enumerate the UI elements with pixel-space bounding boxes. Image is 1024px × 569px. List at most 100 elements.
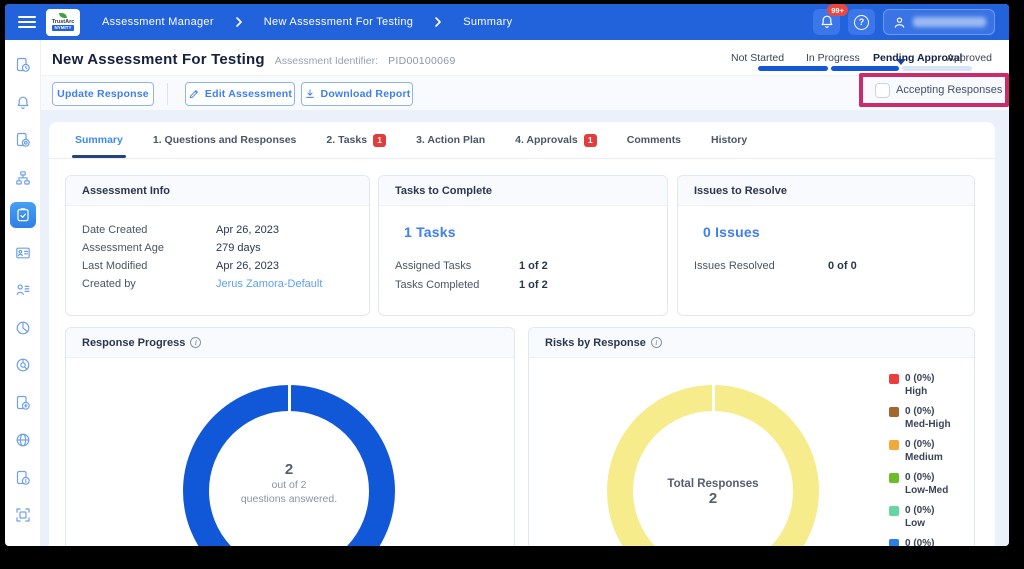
risks-by-response-card: Risks by Response i Total Responses 2 0 …: [528, 327, 975, 546]
donut-gap: [711, 384, 715, 412]
update-response-button[interactable]: Update Response: [52, 82, 154, 106]
tab-summary[interactable]: Summary: [72, 122, 126, 158]
user-account-button[interactable]: [883, 9, 995, 35]
breadcrumb-summary[interactable]: Summary: [463, 16, 513, 28]
crop-frame-icon[interactable]: [10, 502, 36, 528]
stage-pending-approval: Pending Approval: [873, 52, 963, 64]
sitemap-icon[interactable]: [10, 165, 36, 191]
tab-tasks[interactable]: 2. Tasks 1: [326, 122, 387, 158]
info-icon[interactable]: i: [650, 337, 662, 348]
file-info-icon[interactable]: [10, 465, 36, 491]
assessment-identifier-value: PID00100069: [388, 55, 456, 67]
download-report-label: Download Report: [320, 88, 411, 100]
download-icon: [304, 88, 316, 100]
content-background: Summary 1. Questions and Responses 2. Ta…: [41, 110, 1009, 546]
tab-history[interactable]: History: [711, 134, 748, 146]
legend-swatch: [889, 373, 899, 384]
issues-to-resolve-card: Issues to Resolve 0 Issues Issues Resolv…: [677, 175, 975, 316]
bell-icon[interactable]: [10, 90, 36, 116]
risks-by-response-title: Risks by Response: [545, 336, 646, 349]
id-card-icon[interactable]: [10, 240, 36, 266]
file-clock-icon[interactable]: [10, 52, 36, 78]
legend-item-medium: 0 (0%) Medium: [889, 438, 951, 464]
edit-assessment-label: Edit Assessment: [204, 88, 293, 100]
user-list-icon[interactable]: [10, 277, 36, 303]
created-by-link[interactable]: Jerus Zamora-Default: [216, 278, 323, 290]
row-label: Issues Resolved: [694, 260, 775, 272]
row-label: Assessment Age: [82, 242, 164, 254]
info-icon[interactable]: i: [190, 337, 202, 348]
annotation-highlight-box: Accepting Responses: [859, 73, 1009, 107]
stage-in-progress: In Progress: [806, 52, 860, 64]
logo-text-nymity: NYMITY: [52, 25, 74, 31]
chevron-right-icon: [234, 16, 244, 28]
file-gear-icon[interactable]: [10, 127, 36, 153]
trustarc-nymity-logo: TrustArc NYMITY: [46, 8, 80, 36]
user-name-redacted: [913, 17, 986, 27]
tab-approvals[interactable]: 4. Approvals 1: [515, 122, 597, 158]
row-value: 1 of 2: [519, 260, 548, 272]
globe-icon[interactable]: [10, 427, 36, 453]
row-label: Date Created: [82, 224, 148, 236]
row-value: 1 of 2: [519, 279, 548, 291]
legend-swatch: [889, 538, 899, 546]
donut-center-text: Total Responses 2: [667, 478, 759, 507]
legend-item-low-med: 0 (0%) Low-Med: [889, 471, 951, 497]
leaf-icon: [59, 13, 67, 18]
settings-gear-icon[interactable]: [10, 540, 36, 546]
tasks-to-complete-card: Tasks to Complete 1 Tasks Assigned Tasks…: [378, 175, 668, 316]
risk-legend: 0 (0%) High 0 (0%) Med-High 0 (0%) Mediu…: [889, 372, 951, 546]
donut-gap: [287, 384, 291, 412]
legend-swatch: [889, 505, 899, 516]
legend-item-no-risk: 0 (0%) No Risk: [889, 537, 951, 546]
breadcrumb-assessment-manager[interactable]: Assessment Manager: [102, 16, 214, 28]
breadcrumb-assessment-name[interactable]: New Assessment For Testing: [263, 16, 414, 28]
row-label: Tasks Completed: [395, 279, 480, 291]
progress-segment-2: [831, 66, 899, 71]
left-icon-sidebar: [5, 40, 41, 546]
legend-swatch: [889, 406, 899, 417]
tab-action-plan[interactable]: 3. Action Plan: [416, 134, 486, 146]
tab-comments[interactable]: Comments: [626, 134, 682, 146]
accepting-responses-label[interactable]: Accepting Responses: [896, 84, 1003, 96]
row-value: 279 days: [216, 242, 261, 254]
legend-item-high: 0 (0%) High: [889, 372, 951, 398]
row-label: Created by: [82, 278, 136, 290]
chart-donut-icon[interactable]: [10, 352, 36, 378]
donut-center-text: 2 out of 2 questions answered.: [240, 461, 338, 505]
edit-assessment-button[interactable]: Edit Assessment: [185, 82, 295, 106]
notification-count-badge: 99+: [827, 4, 848, 16]
stage-not-started: Not Started: [731, 52, 785, 64]
download-report-button[interactable]: Download Report: [301, 82, 413, 106]
chevron-right-icon: [433, 16, 443, 28]
assessment-info-title: Assessment Info: [82, 184, 171, 197]
bell-icon: [819, 14, 835, 30]
stage-approved: Approved: [947, 52, 992, 64]
issues-headline: 0 Issues: [703, 224, 760, 240]
hamburger-menu-icon[interactable]: [18, 16, 36, 28]
approvals-count-badge: 1: [583, 133, 597, 147]
legend-item-med-high: 0 (0%) Med-High: [889, 405, 951, 431]
progress-segment-1: [758, 66, 828, 71]
row-label: Assigned Tasks: [395, 260, 472, 272]
tasks-count-badge: 1: [373, 133, 387, 147]
row-label: Last Modified: [82, 260, 148, 272]
clipboard-check-icon-active[interactable]: [9, 202, 36, 228]
tab-questions-and-responses[interactable]: 1. Questions and Responses: [152, 134, 297, 146]
legend-swatch: [889, 472, 899, 483]
progress-segment-3: [902, 66, 972, 71]
help-button[interactable]: ?: [848, 9, 875, 35]
file-settings-icon[interactable]: [10, 390, 36, 416]
issues-card-title: Issues to Resolve: [694, 184, 787, 197]
chart-pie-icon[interactable]: [10, 315, 36, 341]
question-mark-icon: ?: [854, 14, 869, 30]
row-value: Apr 26, 2023: [216, 224, 279, 236]
assessment-identifier-label: Assessment Identifier:: [274, 55, 379, 67]
notifications-button[interactable]: 99+: [813, 4, 848, 35]
page-title: New Assessment For Testing: [52, 51, 265, 68]
row-value: 0 of 0: [828, 260, 857, 272]
tasks-card-title: Tasks to Complete: [395, 184, 492, 197]
pencil-icon: [188, 88, 200, 100]
accepting-responses-checkbox[interactable]: [875, 82, 890, 98]
tasks-headline: 1 Tasks: [404, 224, 456, 240]
